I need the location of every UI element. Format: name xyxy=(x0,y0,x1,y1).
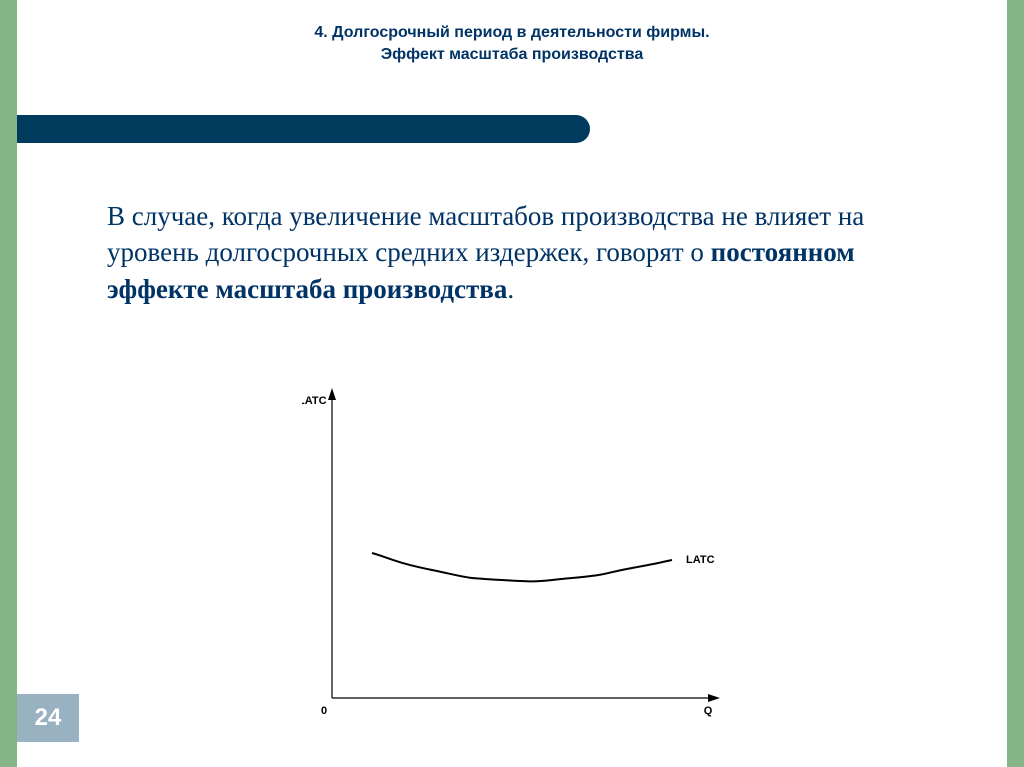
slide-container: 4. Долгосрочный период в деятельности фи… xyxy=(17,0,1007,767)
curve-label: LATC xyxy=(686,554,715,566)
title-line-2: Эффект масштаба производства xyxy=(17,44,1007,66)
latc-chart: LATC Q 0 LATC xyxy=(302,388,732,718)
page-number-badge: 24 xyxy=(17,694,79,742)
x-axis-arrow xyxy=(708,694,720,702)
body-part2: . xyxy=(507,274,514,304)
x-axis-label: Q xyxy=(704,705,713,717)
y-axis-arrow xyxy=(328,388,336,400)
y-axis-label: LATC xyxy=(302,395,327,407)
body-paragraph: В случае, когда увеличение масштабов про… xyxy=(107,198,927,307)
page-number: 24 xyxy=(35,704,62,732)
title-line-1: 4. Долгосрочный период в деятельности фи… xyxy=(17,22,1007,44)
latc-curve xyxy=(372,553,672,581)
divider-bar xyxy=(17,115,590,143)
origin-label: 0 xyxy=(321,705,327,717)
slide-title: 4. Долгосрочный период в деятельности фи… xyxy=(17,22,1007,67)
chart-svg: LATC Q 0 LATC xyxy=(302,388,732,718)
